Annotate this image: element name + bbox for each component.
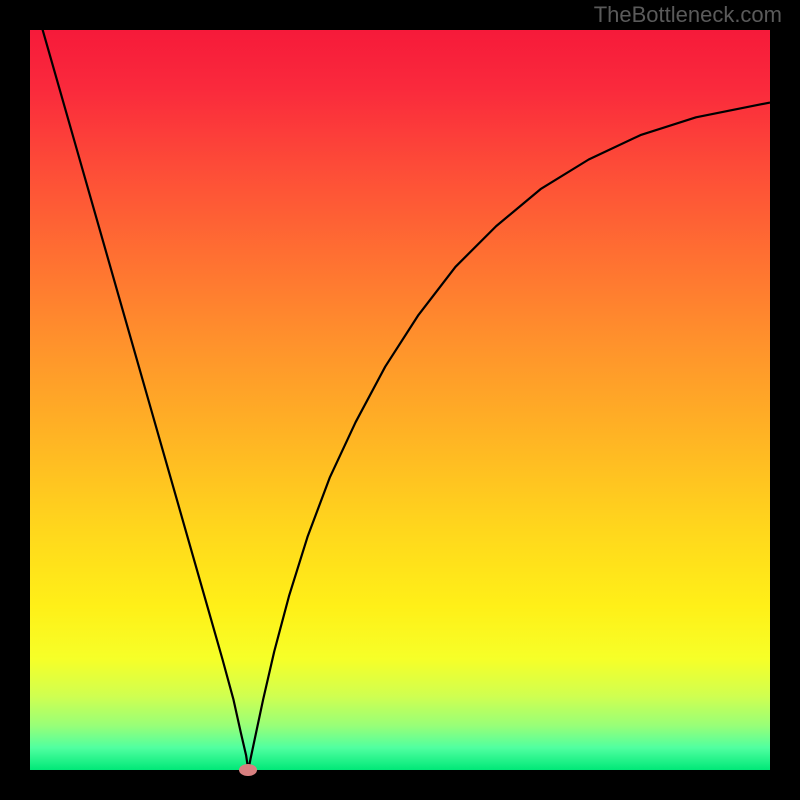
optimum-marker	[239, 764, 257, 776]
watermark-text: TheBottleneck.com	[594, 2, 782, 28]
plot-area	[30, 30, 770, 770]
bottleneck-curve	[30, 30, 770, 770]
